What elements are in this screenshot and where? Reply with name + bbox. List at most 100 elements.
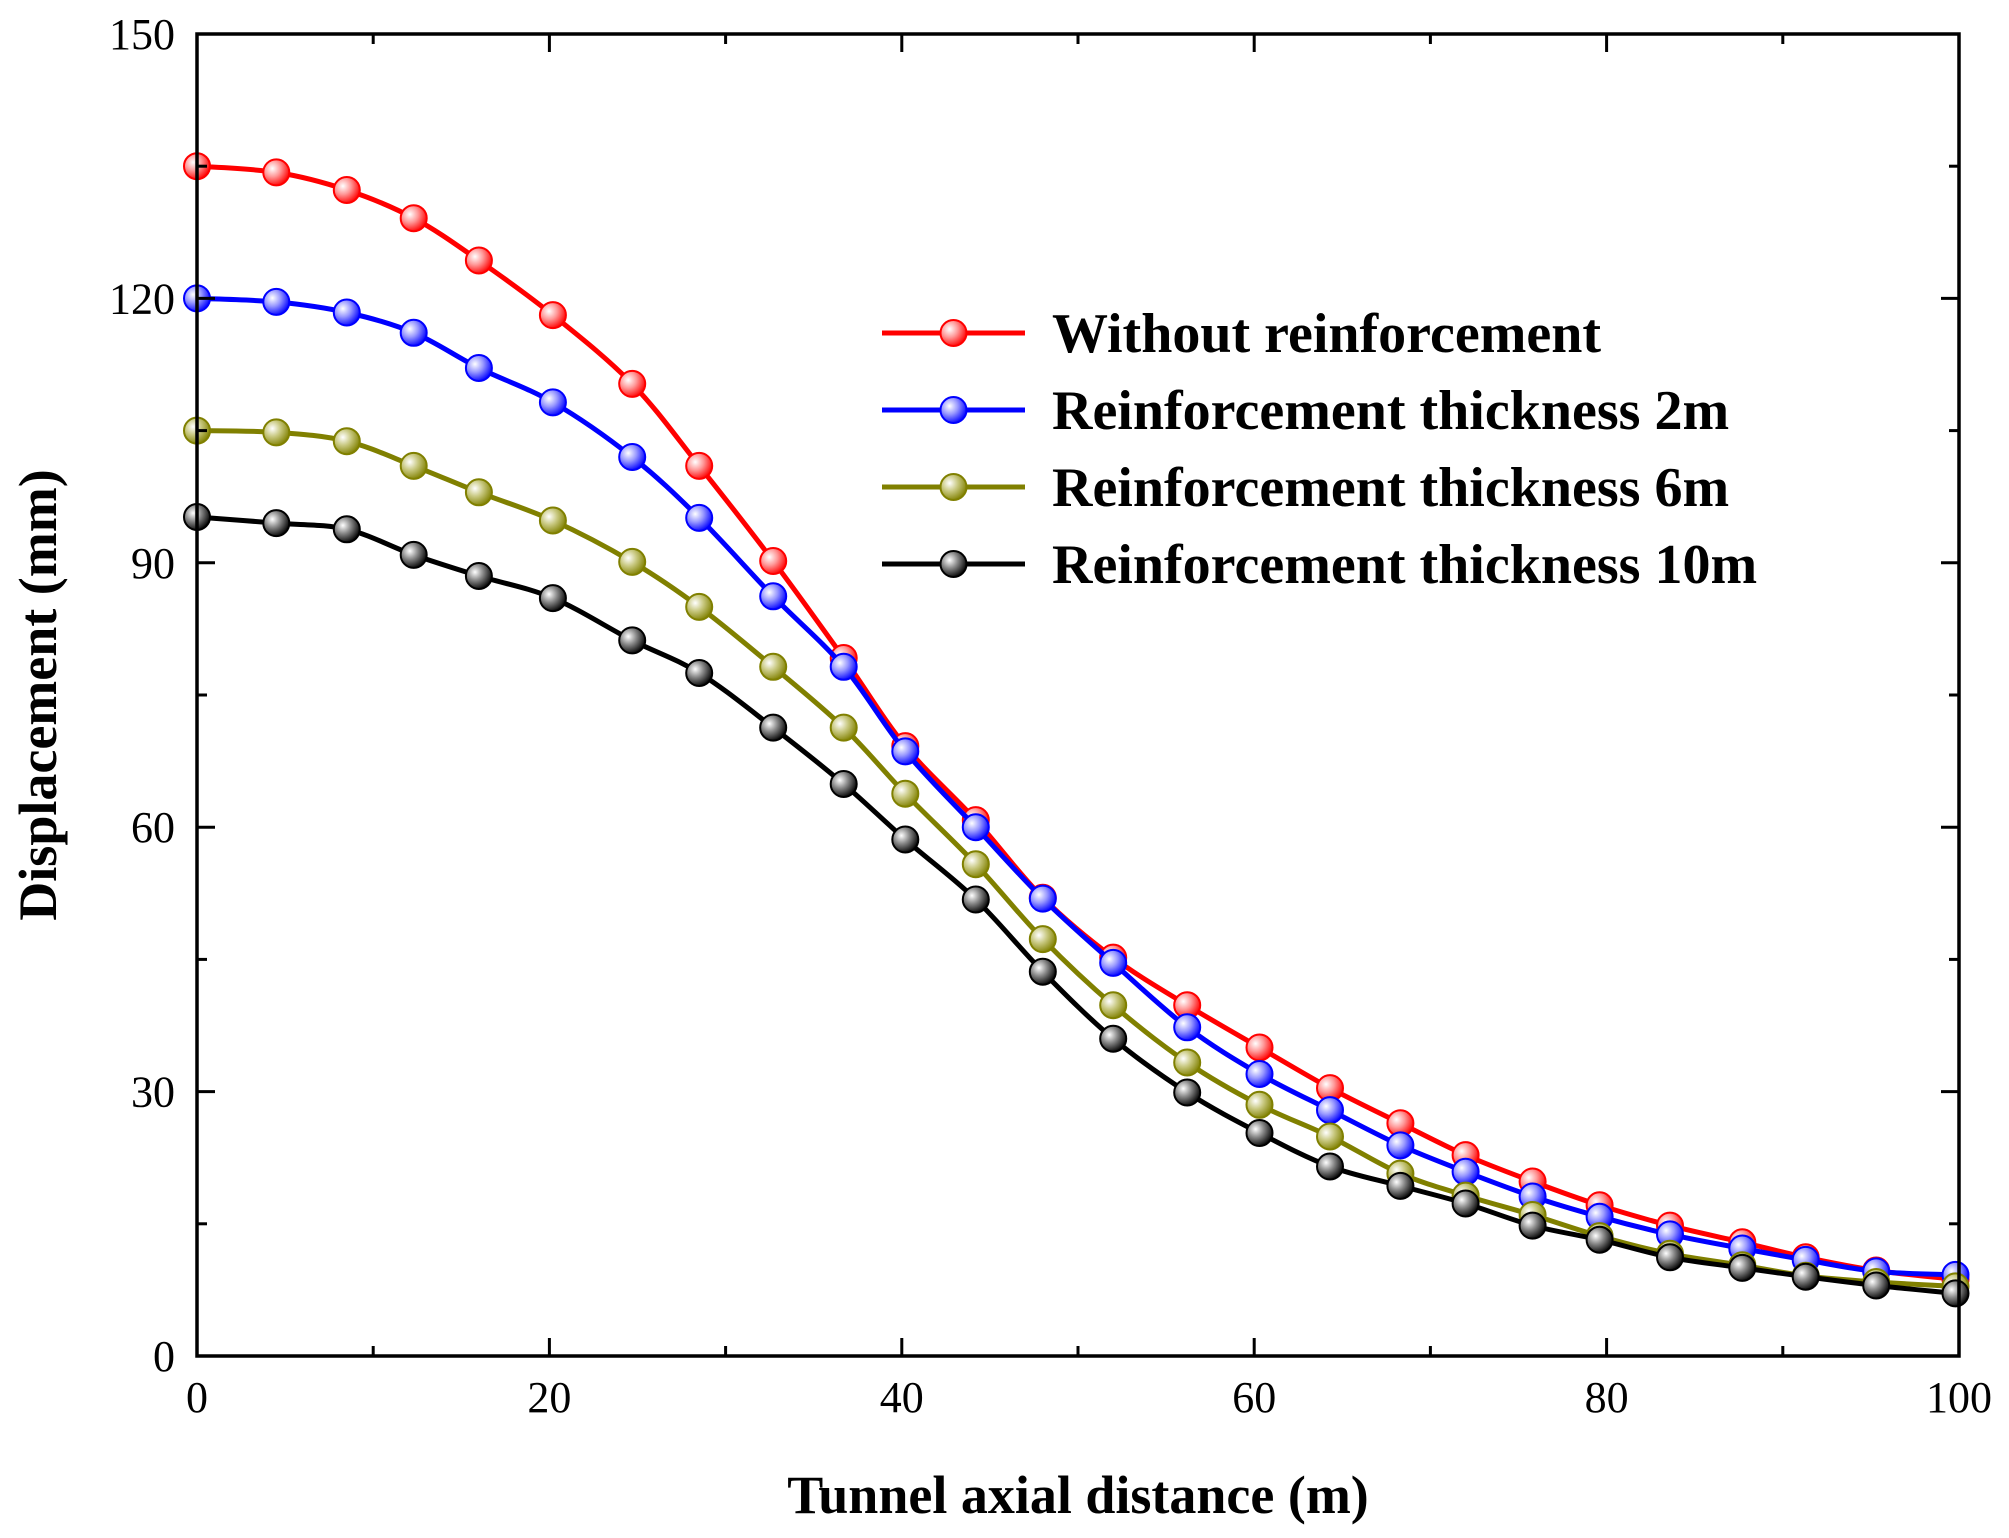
y-tick-label: 150 <box>109 10 175 59</box>
data-point <box>1028 925 1057 954</box>
data-point <box>1791 1262 1820 1291</box>
data-point <box>961 885 990 914</box>
data-point <box>332 515 361 544</box>
x-tick-label: 0 <box>186 1373 208 1422</box>
data-point <box>538 506 567 535</box>
legend-item: Reinforcement thickness 2m <box>882 380 1729 442</box>
data-point <box>1028 957 1057 986</box>
data-point <box>685 451 714 480</box>
data-point <box>1316 1152 1344 1181</box>
data-point <box>891 779 920 808</box>
data-point <box>961 850 990 879</box>
data-point <box>1173 1048 1202 1077</box>
y-tick-label: 0 <box>153 1332 175 1381</box>
data-point <box>1728 1253 1757 1282</box>
legend: Without reinforcement Reinforcement thick… <box>882 303 1757 596</box>
legend-label: Reinforcement thickness 10m <box>1052 534 1757 596</box>
data-point <box>1173 1013 1202 1042</box>
legend-swatch-marker <box>939 550 968 578</box>
data-point <box>1099 991 1128 1020</box>
data-point <box>1245 1090 1274 1119</box>
data-point <box>538 584 567 613</box>
data-point <box>262 509 291 538</box>
y-axis-title: Displacement (mm) <box>8 469 68 920</box>
legend-item: Reinforcement thickness 6m <box>882 457 1729 519</box>
data-point <box>1245 1119 1274 1147</box>
data-point <box>1173 1078 1202 1107</box>
data-point <box>618 626 647 655</box>
data-point <box>1245 1060 1274 1088</box>
x-tick-label: 60 <box>1232 1373 1276 1422</box>
data-point <box>538 388 567 417</box>
data-point <box>891 737 920 766</box>
x-tick-label: 80 <box>1585 1373 1629 1422</box>
series-2 <box>183 284 1970 1289</box>
data-point <box>829 713 858 742</box>
data-point <box>464 354 493 382</box>
data-point <box>1386 1131 1415 1160</box>
data-point <box>464 246 493 275</box>
data-point <box>685 592 714 621</box>
data-point <box>464 562 493 590</box>
data-point <box>1451 1189 1480 1218</box>
data-point <box>1028 884 1057 913</box>
data-point <box>332 298 361 327</box>
x-axis-title: Tunnel axial distance (m) <box>787 1465 1369 1525</box>
data-point <box>1099 1024 1128 1053</box>
data-point <box>332 176 361 204</box>
data-point <box>262 158 291 187</box>
legend-swatch-marker <box>939 396 968 424</box>
series-line <box>196 295 1956 1278</box>
data-point <box>464 478 493 507</box>
data-point <box>891 825 920 854</box>
legend-label: Reinforcement thickness 2m <box>1052 380 1729 442</box>
x-tick-label: 100 <box>1926 1373 1992 1422</box>
data-point <box>332 427 361 456</box>
data-point <box>685 659 714 687</box>
data-point <box>399 318 428 347</box>
data-point <box>1316 1122 1344 1151</box>
data-point <box>759 652 788 681</box>
y-tick-label: 30 <box>131 1068 175 1117</box>
y-tick-label: 90 <box>131 539 175 588</box>
data-point <box>829 770 858 798</box>
data-point <box>262 418 291 447</box>
y-tick-label: 120 <box>109 274 175 323</box>
data-point <box>829 652 858 681</box>
series-line <box>196 514 1956 1296</box>
data-point <box>399 204 428 233</box>
data-point <box>538 301 567 330</box>
legend-item: Without reinforcement <box>882 303 1601 365</box>
data-point <box>759 582 788 611</box>
series-4 <box>183 503 1970 1308</box>
x-tick-label: 20 <box>527 1373 571 1422</box>
data-point <box>1941 1279 1970 1308</box>
legend-swatch-marker <box>939 473 968 501</box>
data-point <box>1099 948 1128 977</box>
data-point <box>262 287 291 316</box>
series-layer <box>183 152 1970 1308</box>
data-point <box>961 813 990 842</box>
data-point <box>1245 1033 1274 1062</box>
series-line <box>196 428 1956 1289</box>
legend-label: Reinforcement thickness 6m <box>1052 457 1729 519</box>
data-point <box>618 369 647 398</box>
data-point <box>685 503 714 532</box>
data-point <box>1585 1225 1614 1254</box>
legend-item: Reinforcement thickness 10m <box>882 534 1757 596</box>
legend-label: Without reinforcement <box>1052 303 1601 365</box>
y-tick-label: 60 <box>131 803 175 852</box>
data-point <box>1518 1211 1547 1240</box>
data-point <box>1862 1271 1891 1300</box>
data-point <box>1451 1157 1480 1186</box>
x-tick-label: 40 <box>880 1373 924 1422</box>
data-point <box>399 540 428 569</box>
data-point <box>618 547 647 576</box>
ticks-layer: 0 20 40 60 80 100 0 30 60 90 120 150 <box>109 10 1992 1422</box>
data-point <box>759 547 788 575</box>
data-point <box>1656 1243 1684 1272</box>
data-point <box>1386 1171 1415 1200</box>
legend-swatch-marker <box>939 319 968 347</box>
plot-frame <box>195 32 1961 1358</box>
